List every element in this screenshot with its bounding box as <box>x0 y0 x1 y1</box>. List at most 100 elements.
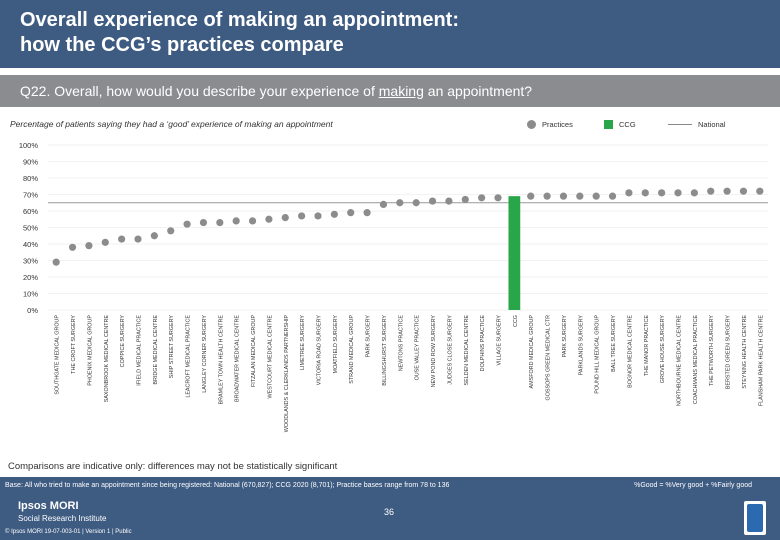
practice-point <box>478 194 486 202</box>
ipsos-mori-logo-text: Ipsos MORI <box>18 500 79 512</box>
x-category-label: MOATFIELD SURGERY <box>333 315 339 374</box>
header-banner: Overall experience of making an appointm… <box>0 0 780 68</box>
practice-point <box>559 192 568 200</box>
practice-point <box>576 192 584 200</box>
practice-point <box>592 192 600 200</box>
practice-point <box>379 200 388 208</box>
x-category-label: THE CROFT SURGERY <box>71 315 77 374</box>
x-category-label: SOUTHGATE MEDICAL GROUP <box>55 315 61 395</box>
x-category-label: PHOENIX MEDICAL GROUP <box>87 315 93 386</box>
practice-point <box>690 189 698 197</box>
legend-national: National <box>668 117 726 131</box>
question-underlined: making <box>378 83 424 99</box>
chart-subtitle: Percentage of patients saying they had a… <box>10 119 333 129</box>
y-tick-label: 20% <box>23 273 38 282</box>
y-tick-label: 10% <box>23 290 38 299</box>
x-category-label: LEACROFT MEDICAL PRACTICE <box>186 315 192 398</box>
x-category-label: BROADWATER MEDICAL CENTRE <box>235 315 241 402</box>
practice-point <box>265 215 273 223</box>
x-category-label: COPPICE SURGERY <box>120 315 126 368</box>
practice-point <box>101 238 109 246</box>
ipsos-mori-logo-subtext: Social Research Institute <box>18 514 107 523</box>
copyright-text: © Ipsos MORI 19-07-003-01 | Version 1 | … <box>5 529 132 535</box>
y-tick-label: 100% <box>19 141 39 150</box>
question-suffix: an appointment? <box>423 83 533 99</box>
x-category-label: BILLINGSHURST SURGERY <box>382 315 388 386</box>
practice-point <box>494 194 502 202</box>
page-title-line-1: Overall experience of making an appointm… <box>20 9 460 31</box>
x-category-label: LANGLEY CORNER SURGERY <box>202 315 208 393</box>
x-category-label: JUDGES CLOSE SURGERY <box>447 315 453 385</box>
legend-practices-label: Practices <box>542 119 573 129</box>
page-title: Overall experience of making an appointm… <box>20 8 620 58</box>
x-category-label: OUSE VALLEY PRACTICE <box>415 315 421 381</box>
practice-point <box>298 212 306 220</box>
y-tick-label: 90% <box>23 158 38 167</box>
x-category-label: THE PETWORTH SURGERY <box>709 315 715 386</box>
practice-point <box>167 227 175 235</box>
x-category-label: GOSSOPS GREEN MEDICAL CTR <box>546 315 552 401</box>
comparison-note: Comparisons are indicative only: differe… <box>8 461 338 472</box>
x-category-label: LIMETREE SURGERY <box>300 315 306 370</box>
x-category-label: WOODLANDS & CLERKLANDS PARTNERSHIP <box>284 315 290 433</box>
practice-point <box>625 189 633 197</box>
practice-dot-icon <box>527 119 536 129</box>
y-tick-label: 60% <box>23 207 38 216</box>
x-category-label: THE MANOR PRACTICE <box>644 315 650 377</box>
x-category-label: PARKLANDS SURGERY <box>578 315 584 376</box>
ccg-bar <box>508 196 521 310</box>
x-category-label: STRAND MEDICAL GROUP <box>349 315 355 384</box>
practice-point <box>347 209 355 217</box>
y-tick-label: 40% <box>23 240 38 249</box>
x-category-label: SHIP STREET SURGERY <box>169 315 175 379</box>
practice-comparison-chart: 0% 10% 20% 30% 40% 50% 60% 70% 80% 90% 100% SOUTHGA… <box>19 141 768 433</box>
ipsos-logo-icon <box>744 501 766 535</box>
x-category-label: SAXONBROOK MEDICAL CENTRE <box>104 315 110 403</box>
practice-point <box>232 217 240 225</box>
definition-text: %Good = %Very good + %Fairly good <box>634 482 752 489</box>
practice-point <box>330 210 338 218</box>
x-category-label: VILLAGE SURGERY <box>497 315 503 366</box>
x-category-label: IFIELD MEDICAL PRACTICE <box>137 315 143 386</box>
legend-national-label: National <box>698 119 726 129</box>
practice-point <box>527 192 535 200</box>
practice-point <box>723 187 731 195</box>
practice-point <box>707 187 715 195</box>
national-line-icon <box>668 123 692 125</box>
question-bar: Q22. Overall, how would you describe you… <box>0 75 780 107</box>
x-category-label: CCG <box>513 315 519 327</box>
x-category-label: VICTORIA ROAD SURGERY <box>317 315 323 386</box>
practice-point <box>658 189 666 197</box>
y-tick-label: 50% <box>23 224 38 233</box>
x-category-label: BALL TREE SURGERY <box>611 315 617 372</box>
practice-point <box>363 209 371 217</box>
legend-ccg: CCG <box>604 117 636 131</box>
x-category-label: STEYNING HEALTH CENTRE <box>742 315 748 389</box>
x-category-label: GROVE HOUSE SURGERY <box>660 315 666 384</box>
ccg-square-icon <box>604 119 613 129</box>
legend-practices: Practices <box>527 117 573 131</box>
practice-point <box>248 217 257 225</box>
practice-point <box>216 218 224 227</box>
practice-point <box>314 212 322 220</box>
x-category-label: BRIDGE MEDICAL CENTRE <box>153 315 159 385</box>
practice-point <box>756 187 764 195</box>
x-category-label: COACHMANS MEDICAL PRACTICE <box>693 315 699 404</box>
x-category-label: FLANSHAM PARK HEALTH CENTRE <box>758 315 764 407</box>
footer: Base: All who tried to make an appointme… <box>0 477 780 540</box>
x-category-label: POUND HILL MEDICAL GROUP <box>595 315 601 394</box>
y-tick-label: 80% <box>23 174 38 183</box>
practice-point <box>85 242 93 250</box>
practice-point <box>641 189 649 197</box>
practice-point <box>134 235 142 243</box>
practice-point <box>118 235 126 243</box>
page-number: 36 <box>384 507 395 517</box>
practice-point <box>428 197 437 205</box>
practice-point <box>396 199 404 207</box>
x-category-label: NORTHBOURNE MEDICAL CENTRE <box>677 315 683 406</box>
practice-point <box>183 220 191 228</box>
practice-point <box>674 189 682 197</box>
x-category-label: FITZALAN MEDICAL GROUP <box>251 315 257 387</box>
x-category-label: NEW POND ROW SURGERY <box>431 315 437 388</box>
y-tick-label: 70% <box>23 191 38 200</box>
